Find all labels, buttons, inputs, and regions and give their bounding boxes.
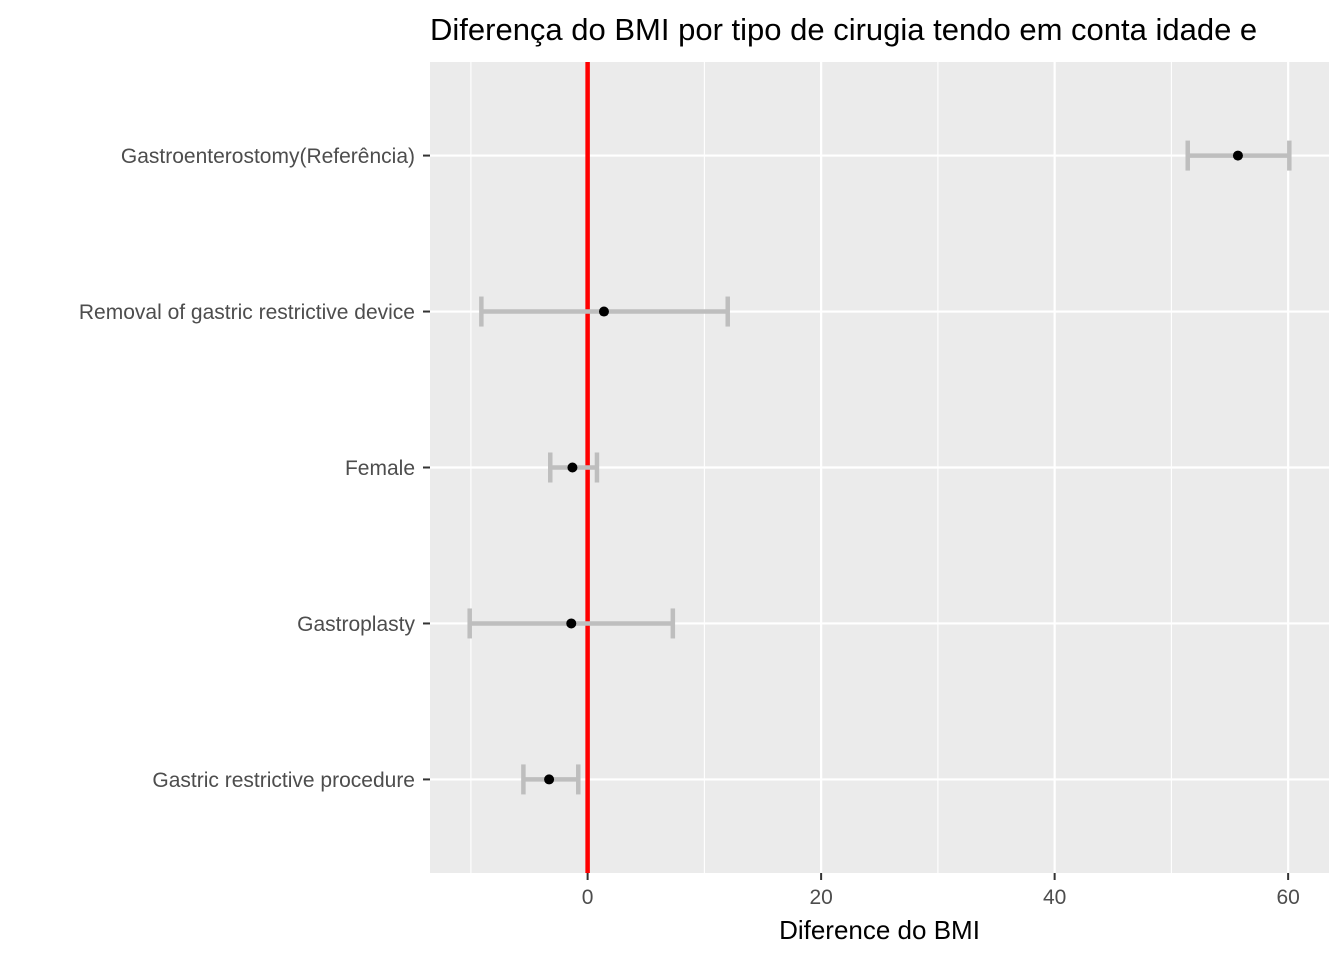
- y-tick-label: Gastric restrictive procedure: [152, 769, 415, 792]
- x-axis: 0 20 40 60: [582, 873, 1300, 909]
- grid-lines: [430, 62, 1329, 873]
- x-tick-label: 20: [809, 886, 832, 909]
- estimate-point: [598, 306, 609, 317]
- y-axis: Gastroenterostomy(Referência) Removal of …: [79, 145, 430, 792]
- x-tick-label: 40: [1043, 886, 1066, 909]
- estimate-points: [544, 150, 1243, 785]
- x-tick-label: 0: [582, 886, 594, 909]
- y-tick-label: Gastroplasty: [297, 613, 415, 636]
- y-tick-label: Removal of gastric restrictive device: [79, 301, 415, 324]
- y-tick-label: Female: [345, 457, 415, 480]
- y-tick-label: Gastroenterostomy(Referência): [121, 145, 415, 168]
- x-tick-label: 60: [1276, 886, 1299, 909]
- estimate-point: [566, 618, 577, 629]
- estimate-point: [544, 774, 555, 785]
- estimate-point: [567, 462, 578, 473]
- x-axis-label: Diference do BMI: [779, 915, 980, 945]
- estimate-point: [1232, 150, 1243, 161]
- chart-title: Diferença do BMI por tipo de cirugia ten…: [430, 12, 1257, 47]
